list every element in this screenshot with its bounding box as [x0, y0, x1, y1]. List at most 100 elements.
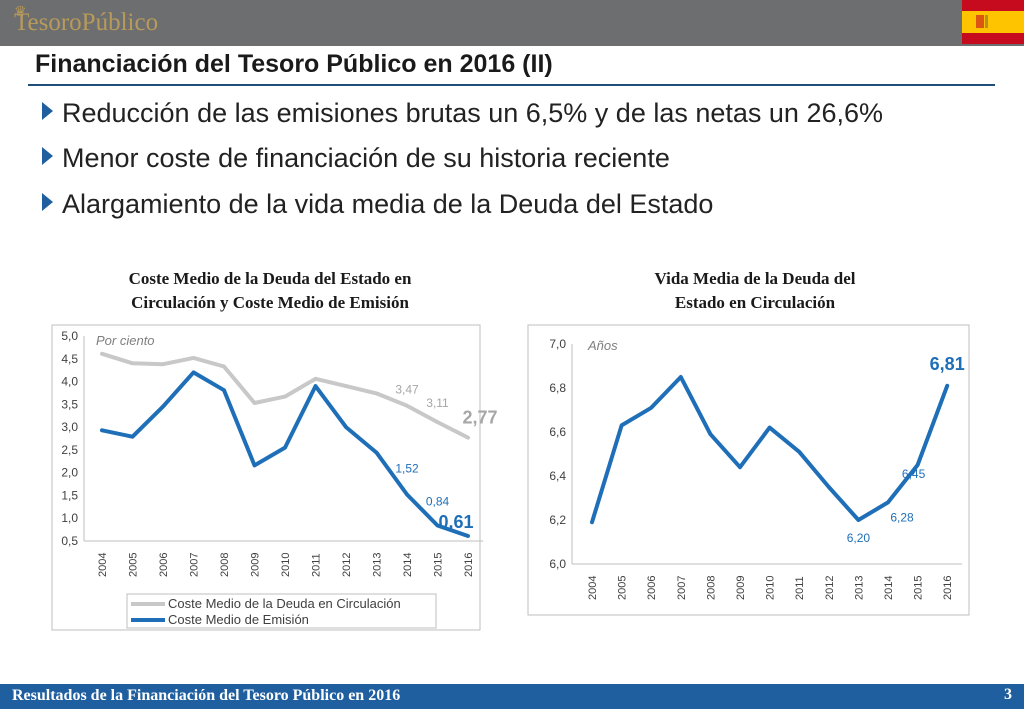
- chart2-x-tick-label: 2004: [587, 576, 599, 600]
- chart2-data-point: [738, 465, 743, 470]
- chart1-x-tick-label: 2004: [97, 553, 109, 577]
- chart1-data-point: [344, 384, 349, 389]
- chart2-data-point: [678, 375, 683, 380]
- chart2-data-point: [590, 520, 595, 525]
- chart2-data-point: [826, 485, 831, 490]
- bullet-text: Menor coste de financiación de su histor…: [62, 143, 670, 173]
- chart1-data-point: [466, 435, 471, 440]
- chart2-data-label: 6,28: [890, 510, 914, 524]
- chart1-data-label: 3,47: [395, 383, 419, 397]
- chart1-data-point: [405, 403, 410, 408]
- chart2-data-label: 6,45: [902, 467, 926, 481]
- chart2-data-point: [619, 423, 624, 428]
- chart1-data-point: [191, 355, 196, 360]
- chart1-data-point: [283, 394, 288, 399]
- chart2-series-line: [590, 375, 950, 525]
- chart2-title: Vida Media de la Deuda del Estado en Cir…: [560, 267, 950, 315]
- spain-flag-icon: [962, 0, 1024, 44]
- chart2-x-tick-label: 2006: [646, 576, 658, 600]
- chart2-x-tick-label: 2007: [676, 576, 688, 600]
- title-divider: [28, 84, 995, 86]
- chart1-data-point: [405, 492, 410, 497]
- chart1-y-tick-label: 0,5: [61, 534, 78, 548]
- page-title: Financiación del Tesoro Público en 2016 …: [35, 50, 553, 78]
- chart1-x-tick-label: 2008: [219, 553, 231, 577]
- chart1-data-point: [161, 404, 166, 409]
- chart1-legend: [126, 593, 437, 629]
- chart1-y-tick-label: 2,0: [61, 466, 78, 480]
- chart1-frame: [51, 324, 481, 631]
- chart1-legend-label: Coste Medio de Emisión: [168, 612, 309, 627]
- charts-canvas: 0,5 1,0 1,5 2,0 2,5 3,0 3,5 4,0 4,5 5,0 2004 2005 20…: [51, 324, 970, 631]
- chart2-data-point: [856, 518, 861, 523]
- chart1-data-point: [313, 376, 318, 381]
- triangle-bullet-icon: [42, 147, 53, 165]
- chart1-y-tick-label: 2,5: [61, 443, 78, 457]
- chart1-y-tick-label: 3,5: [61, 397, 78, 411]
- chart2-unit-label: Años: [587, 338, 618, 353]
- chart1-data-point: [283, 445, 288, 450]
- chart2-x-tick-label: 2008: [705, 576, 717, 600]
- chart1-data-point: [191, 370, 196, 375]
- chart1-data-point: [466, 533, 471, 538]
- chart2-title-line2: Estado en Circulación: [674, 293, 836, 312]
- chart1-series-line: [100, 351, 470, 440]
- chart1-x-tick-label: 2007: [189, 553, 201, 577]
- chart1-y-tick-label: 4,5: [61, 352, 78, 366]
- chart1-data-label: 1,52: [395, 462, 419, 476]
- chart1-data-label: 0,61: [438, 512, 473, 532]
- logo-text: TesoroPúblico: [14, 9, 159, 36]
- chart1-data-point: [252, 400, 257, 405]
- chart2-data-point: [767, 425, 772, 430]
- chart1-x-tick-label: 2009: [250, 553, 262, 577]
- chart1-data-point: [435, 420, 440, 425]
- chart1-data-point: [252, 463, 257, 468]
- chart2-data-label: 6,20: [847, 531, 871, 545]
- chart2-y-tick-label: 6,0: [549, 557, 566, 571]
- chart1-data-point: [222, 388, 227, 393]
- chart1-series-line: [100, 370, 470, 538]
- chart1-x-tick-label: 2013: [372, 553, 384, 577]
- chart1-title-line2: Circulación y Coste Medio de Emisión: [131, 293, 409, 312]
- chart2-data-label: 6,81: [930, 354, 965, 374]
- footer-text: Resultados de la Financiación del Tesoro…: [12, 687, 401, 704]
- chart1-data-point: [374, 450, 379, 455]
- chart2-x-tick-label: 2010: [765, 576, 777, 600]
- chart1-x-tick-label: 2010: [280, 553, 292, 577]
- chart1-x-tick-label: 2015: [433, 553, 445, 577]
- triangle-bullet-icon: [42, 193, 53, 211]
- chart1-x-tick-label: 2016: [463, 553, 475, 577]
- chart2-y-tick-label: 6,4: [549, 469, 566, 483]
- chart1-x-tick-label: 2006: [158, 553, 170, 577]
- chart1-x-tick-label: 2005: [128, 553, 140, 577]
- chart2-data-point: [649, 405, 654, 410]
- page-number: 3: [1004, 686, 1012, 703]
- chart2-data-point: [797, 449, 802, 454]
- chart1-unit-label: Por ciento: [96, 333, 155, 348]
- chart1-data-point: [161, 362, 166, 367]
- bullet-item: Reducción de las emisiones brutas un 6,5…: [42, 98, 883, 129]
- chart1-data-label: 2,77: [462, 408, 497, 428]
- chart1-data-point: [374, 391, 379, 396]
- footer-bar: Resultados de la Financiación del Tesoro…: [0, 684, 1024, 709]
- bullet-item: Alargamiento de la vida media de la Deud…: [42, 189, 713, 220]
- chart2-data-point: [945, 383, 950, 388]
- header-bar: ♛ TesoroPúblico: [0, 0, 1024, 46]
- chart2-y-tick-label: 6,6: [549, 425, 566, 439]
- chart2-title-line1: Vida Media de la Deuda del: [654, 269, 856, 288]
- chart2-x-tick-label: 2009: [735, 576, 747, 600]
- chart1-data-point: [222, 364, 227, 369]
- chart1-x-tick-label: 2011: [311, 553, 323, 577]
- chart1-data-label: 0,84: [426, 495, 450, 509]
- chart1-y-tick-label: 1,5: [61, 488, 78, 502]
- chart2-x-tick-label: 2016: [942, 576, 954, 600]
- chart2-x-tick-label: 2011: [794, 576, 806, 600]
- chart1-data-label: 3,11: [426, 396, 449, 410]
- chart2-y-tick-label: 6,8: [549, 381, 566, 395]
- chart1-data-point: [130, 434, 135, 439]
- tesoro-publico-logo: ♛ TesoroPúblico: [14, 5, 159, 40]
- chart2-x-tick-label: 2014: [883, 576, 895, 600]
- chart1-y-tick-label: 4,0: [61, 375, 78, 389]
- bullet-text: Reducción de las emisiones brutas un 6,5…: [62, 98, 883, 128]
- chart2-x-tick-label: 2012: [824, 576, 836, 600]
